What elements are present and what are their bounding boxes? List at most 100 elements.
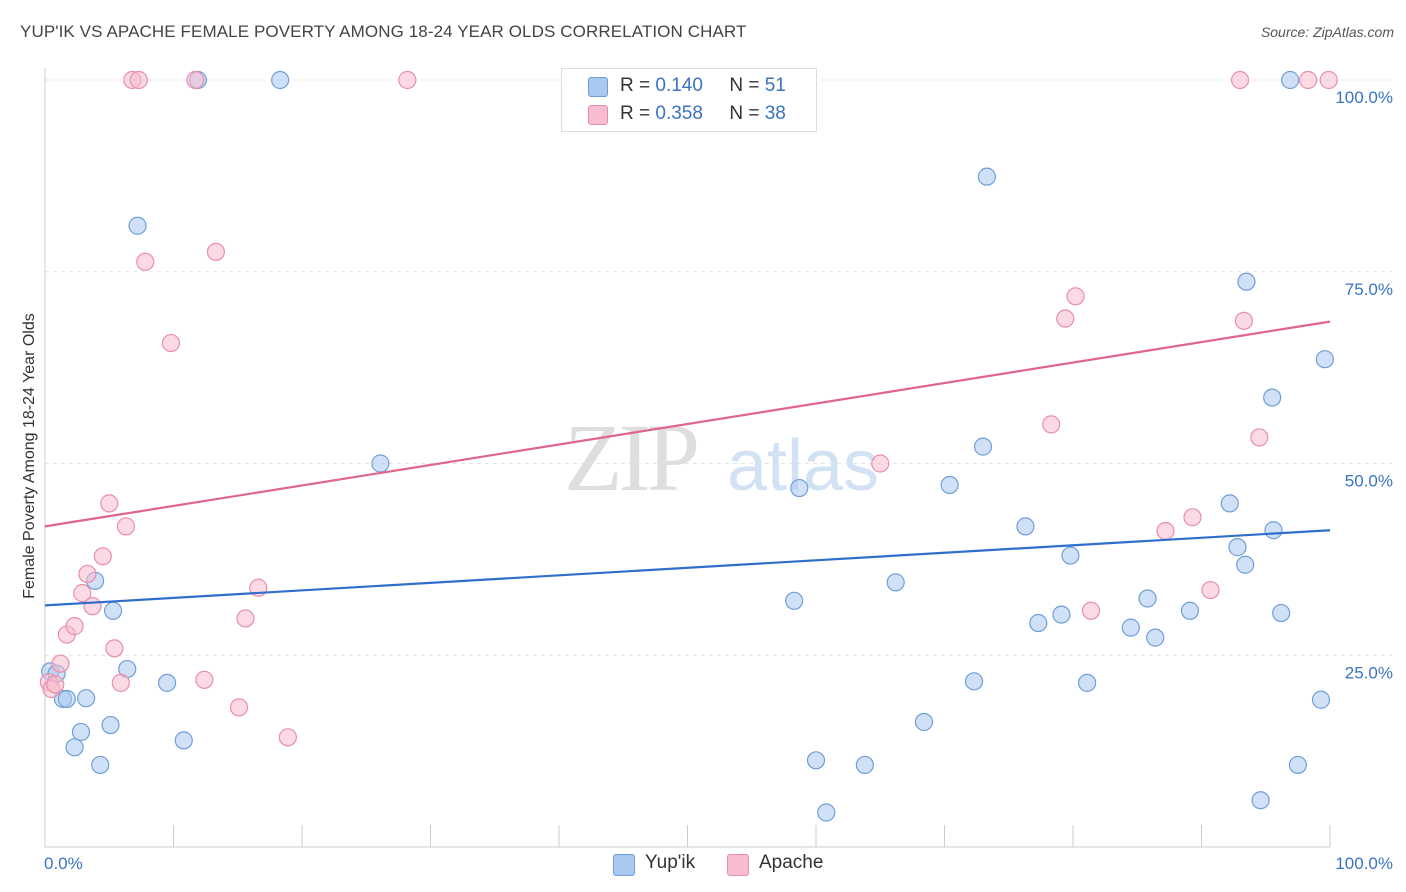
apache-legend-swatch [727,854,749,876]
yupik-trend-line [44,529,1331,607]
stats-legend: R = 0.140 N = 51 R = 0.358 N = 38 [561,68,817,132]
apache-point [46,675,65,694]
r-value-yupik: 0.140 [655,75,703,96]
yupik-point [973,437,993,456]
apache-point [398,70,417,90]
apache-point [1234,311,1254,330]
apache-point [136,252,155,271]
trend-lines [44,320,1331,607]
yupik-point [806,751,826,770]
apache-point [871,454,890,473]
r-value-apache: 0.358 [655,103,703,124]
axes [44,68,1331,848]
apache-point [186,70,205,90]
apache-point [1319,70,1338,90]
yupik-point [101,715,120,735]
yupik-point [1016,517,1035,536]
yupik-point [1264,521,1283,540]
yupik-point [1237,272,1256,291]
yupik-point [57,689,76,709]
yupik-point [940,475,959,495]
n-label: N = [729,103,760,124]
yupik-point [1263,388,1282,407]
watermark-zip: ZIP [564,404,697,511]
yupik-point [91,755,110,775]
yupik-point [77,689,96,708]
apache-point [65,617,84,636]
yupik-point [1052,605,1071,624]
apache-point [1042,415,1061,434]
yupik-point [104,601,123,620]
apache-point [105,639,124,658]
yupik-point [855,755,874,775]
apache-legend-label: Apache [759,852,824,873]
yupik-swatch [588,77,608,97]
apache-trend-line [44,320,1331,528]
apache-point [236,609,255,628]
apache-point [1299,70,1318,90]
yupik-point [65,738,84,757]
yupik-point [1180,601,1200,620]
x-tick-label: 100.0% [1335,854,1393,873]
apache-point [161,333,181,353]
apache-point [83,597,102,616]
apache-point [206,242,226,261]
apache-swatch [588,105,608,125]
watermark: ZIP atlas [564,404,879,511]
apache-point [278,728,297,747]
yupik-point [817,803,836,822]
y-axis-label: Female Poverty Among 18-24 Year Olds [21,313,38,599]
yupik-point [1315,350,1334,369]
yupik-point [790,478,809,498]
yupik-legend-label: Yup'ik [645,852,696,873]
yupik-point [71,722,91,742]
gridlines [45,79,1392,656]
x-tick-label: 0.0% [44,854,83,873]
y-tick-label: 25.0% [1345,663,1393,682]
yupik-point [1121,618,1140,637]
apache-point [111,673,130,692]
yupik-point [886,573,905,592]
chart-title: YUP'IK VS APACHE FEMALE POVERTY AMONG 18… [20,22,747,41]
yupik-point [128,216,147,235]
apache-point [195,670,214,689]
source-label: Source: ZipAtlas.com [1260,24,1394,40]
yupik-point [1029,613,1048,633]
tick-labels: 25.0% 50.0% 75.0% 100.0% 0.0% 100.0% [44,88,1393,873]
yupik-legend-swatch [613,854,635,876]
apache-point [1081,601,1101,620]
yupik-point [1236,555,1255,574]
apache-point [51,654,70,673]
yupik-point [1288,755,1307,775]
apache-point [1201,580,1220,600]
apache-point [1066,287,1085,306]
yupik-point [157,673,177,692]
yupik-point [914,712,934,732]
yupik-point [1251,791,1270,810]
y-tick-label: 100.0% [1335,88,1393,107]
apache-point [1056,309,1075,328]
yupik-point [1220,494,1239,513]
apache-point [1183,508,1202,527]
n-label: N = [729,75,760,96]
yupik-point [964,672,984,691]
yupik-point [1061,546,1080,565]
apache-point [129,70,148,90]
apache-point [100,494,119,513]
apache-point [73,584,92,603]
yupik-point [977,167,997,186]
r-label: R = [620,103,651,124]
yupik-point [1146,628,1165,647]
n-value-apache: 38 [764,103,786,124]
apache-point [1156,521,1175,541]
apache-point [78,564,97,584]
apache-point [1230,70,1250,90]
n-value-yupik: 51 [764,75,786,96]
apache-point [116,517,136,536]
yupik-point [1311,690,1331,709]
yupik-point [271,70,290,90]
y-tick-label: 75.0% [1345,280,1393,299]
apache-point [1250,428,1269,447]
yupik-point [371,454,390,473]
